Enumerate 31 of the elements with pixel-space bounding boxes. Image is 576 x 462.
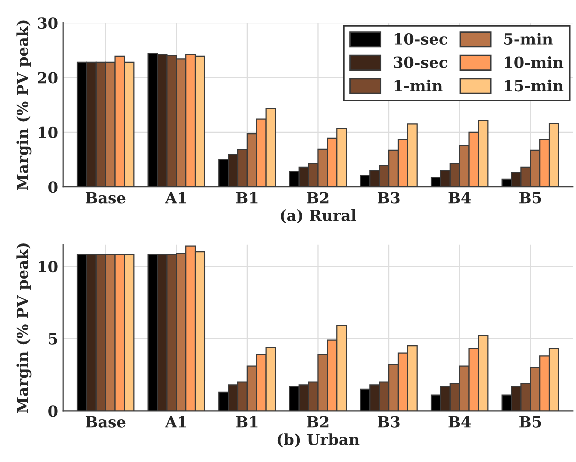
x-tick-label: Base xyxy=(86,416,126,428)
x-tick-label: B5 xyxy=(520,192,542,204)
legend-label: 5-min xyxy=(504,33,553,46)
x-tick-label: B3 xyxy=(378,192,400,204)
y-tick-label: 0 xyxy=(48,406,58,418)
x-tick-label: B3 xyxy=(378,416,400,428)
x-tick-label: B4 xyxy=(448,192,471,204)
y-axis-title: Margin (% PV peak) xyxy=(16,20,32,190)
y-tick-label: 20 xyxy=(38,72,58,84)
y-tick-label: 10 xyxy=(39,126,58,138)
x-tick-label: B5 xyxy=(520,416,542,428)
x-tick-label: A1 xyxy=(165,192,186,204)
x-tick-label: A1 xyxy=(165,416,186,428)
x-tick-label: Base xyxy=(86,192,126,204)
x-tick-label: B2 xyxy=(307,192,329,204)
x-axis-title: (a) Rural xyxy=(281,210,356,224)
x-tick-label: B1 xyxy=(236,192,258,204)
y-tick-label: 10 xyxy=(39,261,58,273)
x-tick-label: B1 xyxy=(236,416,258,428)
y-tick-label: 30 xyxy=(38,18,58,30)
x-tick-label: B2 xyxy=(307,416,329,428)
y-tick-label: 5 xyxy=(49,334,58,345)
legend-label: 10-sec xyxy=(394,33,448,46)
y-axis-title: Margin (% PV peak) xyxy=(16,244,32,414)
legend-label: 30-sec xyxy=(394,56,448,68)
x-axis-title: (b) Urban xyxy=(278,434,360,448)
x-tick-label: B4 xyxy=(448,416,471,428)
legend-label: 15-min xyxy=(505,80,564,92)
legend-label: 10-min xyxy=(505,56,564,68)
y-tick-label: 0 xyxy=(48,182,58,194)
legend-label: 1-min xyxy=(394,80,443,92)
